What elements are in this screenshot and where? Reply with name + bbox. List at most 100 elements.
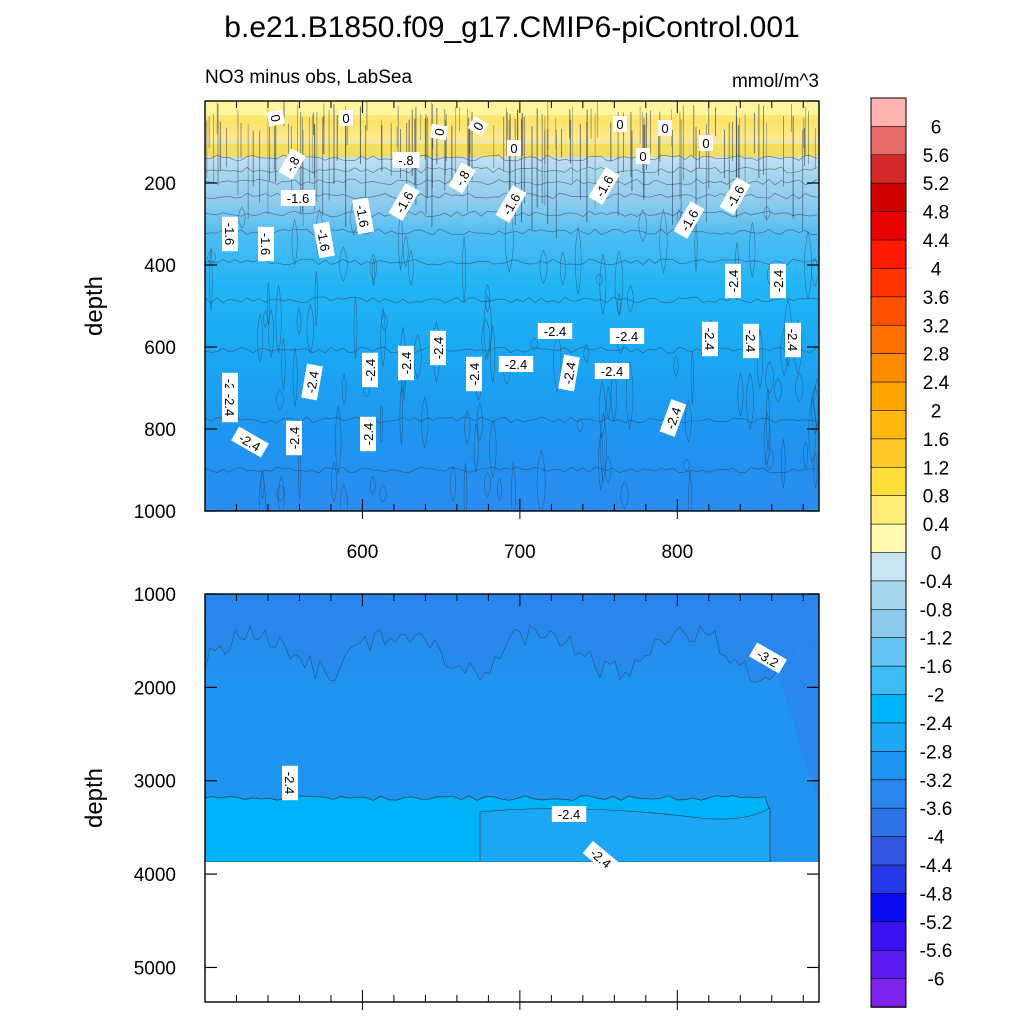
contour-lens — [604, 455, 612, 484]
contour-lens — [610, 369, 618, 422]
colorbar-level-label: -6 — [928, 970, 945, 991]
colorbar-level-label: 5.2 — [923, 174, 949, 195]
colorbar-level-label: -2.4 — [920, 714, 953, 735]
colorbar-swatch — [870, 722, 907, 753]
upper-contour-label: -.8 — [448, 162, 476, 194]
upper-contour-label-text: 0 — [510, 141, 517, 156]
colorbar-swatch — [870, 97, 907, 128]
y-tick-label: 5000 — [134, 958, 176, 979]
colorbar-level-label: 4.4 — [923, 231, 950, 252]
contour-lens — [599, 254, 607, 315]
upper-contour-label-text: -.8 — [398, 153, 413, 168]
upper-panel-frame — [204, 100, 820, 512]
contour-lens — [804, 231, 812, 300]
upper-contour-label-box — [594, 363, 630, 379]
colorbar-swatch — [870, 126, 907, 156]
contour-lens — [268, 309, 274, 358]
colorbar-swatch — [870, 353, 907, 383]
contour-line — [205, 258, 818, 266]
upper-contour-label-box — [658, 120, 672, 136]
upper-contour-label-box — [362, 352, 378, 388]
contour-lens — [413, 333, 422, 380]
contour-lens — [553, 329, 562, 394]
upper-contour-label-box — [429, 123, 449, 141]
contour-lens — [399, 387, 403, 446]
contour-line — [205, 416, 818, 424]
upper-contour-label: -2.4 — [558, 354, 580, 392]
contour-lens — [449, 465, 457, 503]
contour-lens — [737, 371, 744, 418]
upper-contour-label: -1.6 — [352, 197, 374, 235]
y-tick-label: 3000 — [134, 772, 176, 793]
colorbar-swatch — [870, 949, 907, 980]
contour-lens — [257, 313, 264, 363]
upper-contour-label-box — [398, 345, 414, 381]
contour-lens — [688, 470, 693, 511]
lower-contour-label-text: -2.4 — [282, 772, 297, 794]
upper-contour-label-text: -1.6 — [287, 191, 309, 206]
contour-lens — [291, 218, 298, 267]
colorbar-level-label: -5.2 — [920, 913, 953, 934]
contour-lens — [379, 484, 387, 503]
upper-contour-label-box — [636, 148, 650, 164]
upper-axis-ticks: 200 400 600 800 1000 600 700 800 — [134, 101, 819, 563]
lower-panel-frame — [204, 593, 820, 1003]
contour-lens — [263, 310, 268, 329]
contour-lens — [363, 384, 371, 398]
upper-contour-label: -2.4 — [362, 352, 378, 388]
upper-contour-label: -.8 — [392, 152, 420, 168]
contour-lens — [638, 209, 648, 242]
upper-contour-label-box — [702, 321, 718, 357]
upper-contour-label-text: -2.4 — [361, 423, 376, 445]
upper-contour-label-box — [588, 167, 620, 205]
contour-lens — [617, 292, 622, 317]
contour-lens — [690, 350, 694, 405]
upper-contour-label: -2.4 — [785, 322, 801, 358]
upper-contour-label: -.8 — [278, 148, 306, 180]
contour-lens — [398, 211, 403, 271]
contour-lens — [473, 423, 479, 473]
colorbar-frame — [870, 97, 907, 1008]
colorbar-swatch — [870, 296, 907, 327]
y-tick-label: 400 — [144, 256, 176, 277]
upper-contour-label-text: 0 — [661, 121, 668, 136]
colorbar-swatch — [870, 211, 907, 241]
colorbar-swatch — [870, 751, 907, 781]
contour-lens — [774, 378, 782, 403]
contour-lens — [484, 471, 492, 498]
contour-lens — [763, 411, 771, 466]
upper-contour-label-box — [430, 330, 446, 366]
contour-lens — [574, 226, 582, 296]
upper-contour-label: -1.6 — [313, 221, 335, 259]
contour-lens — [463, 462, 468, 511]
upper-contour-label-box — [613, 116, 627, 132]
colorbar-level-label: 1.6 — [923, 430, 949, 451]
upper-contour-label-text: 0 — [616, 117, 623, 132]
upper-contour-label-box — [719, 177, 751, 215]
contour-lens — [292, 347, 298, 407]
colorbar-swatch — [870, 154, 907, 185]
contour-lens — [260, 470, 265, 500]
upper-contour-label-text: -2.4 — [743, 330, 758, 352]
contour-lens — [380, 308, 386, 368]
contour-lens — [369, 475, 376, 496]
colorbar-swatch — [870, 580, 907, 611]
upper-contour-label-box — [466, 356, 482, 392]
contour-lens — [278, 475, 285, 511]
upper-contour-label-text: -2.4 — [363, 359, 378, 381]
contour-lens — [763, 205, 771, 220]
colorbar-swatch — [870, 978, 907, 1008]
upper-contour-label-box — [266, 109, 286, 127]
contour-lens — [421, 396, 429, 449]
colorbar-swatch — [870, 807, 907, 838]
upper-contour-label: -2.4 — [537, 323, 573, 339]
upper-contour-label-text: -2.4 — [431, 337, 446, 359]
contour-lens — [808, 397, 817, 464]
upper-contour-label: 0 — [266, 109, 286, 127]
contour-lens — [464, 410, 471, 445]
colorbar-swatch — [870, 239, 907, 270]
upper-contour-label-box — [258, 226, 274, 262]
contour-lens — [296, 307, 302, 336]
lower-contour-label-box — [749, 642, 787, 674]
upper-contour-label-box — [609, 328, 645, 344]
